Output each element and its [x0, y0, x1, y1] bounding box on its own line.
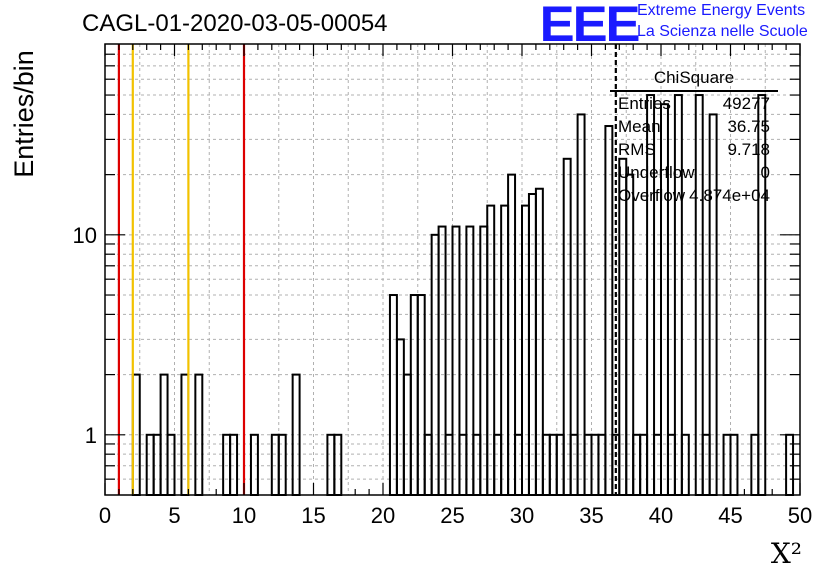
x-axis-label: X²: [771, 537, 802, 570]
stat-value: 49277: [722, 94, 770, 113]
histogram-bin: [451, 225, 461, 496]
x-tick-label: 20: [371, 503, 395, 528]
histogram-bin: [500, 204, 510, 496]
stat-label: Underflow: [618, 163, 695, 182]
org-name-line1: Extreme Energy Events: [637, 2, 806, 19]
histogram-bin: [562, 157, 572, 496]
grid: [105, 44, 800, 495]
tick-labels: 0 5 10 15 20 25 30 35 40 45 50 1 10: [73, 223, 813, 528]
histogram-bin: [576, 113, 586, 497]
stat-label: Entries: [618, 94, 671, 113]
stats-divider: [610, 90, 778, 92]
x-tick-label: 40: [649, 503, 673, 528]
histogram-bin: [437, 225, 447, 496]
stat-label: RMS: [618, 140, 656, 159]
stat-value: 9.718: [727, 140, 770, 159]
histogram-bin: [465, 225, 475, 496]
x-tick-label: 30: [510, 503, 534, 528]
stat-row-overflow: Overflow 4.874e+04: [618, 186, 770, 208]
x-tick-label: 35: [579, 503, 603, 528]
x-tick-label: 50: [788, 503, 812, 528]
histogram-bin: [416, 294, 426, 496]
stat-value: 4.874e+04: [689, 186, 770, 205]
stat-row-rms: RMS 9.718: [618, 140, 770, 162]
stat-value: 0: [760, 163, 770, 182]
histogram-bin: [479, 225, 489, 496]
histogram-bin: [430, 233, 440, 496]
x-tick-label: 0: [99, 503, 111, 528]
eee-logo: EEE: [539, 0, 641, 52]
histogram-bin: [618, 157, 628, 496]
y-tick-label: 10: [73, 223, 97, 248]
org-name-line2: La Scienza nelle Scuole: [637, 23, 808, 40]
histogram-bin: [409, 294, 419, 496]
stat-row-mean: Mean 36.75: [618, 117, 770, 139]
chart-title: CAGL-01-2020-03-05-00054: [82, 10, 388, 37]
stat-value: 36.75: [727, 117, 770, 136]
stat-row-entries: Entries 49277: [618, 94, 770, 116]
x-tick-label: 5: [168, 503, 180, 528]
stat-row-underflow: Underflow 0: [618, 163, 770, 185]
x-tick-label: 15: [301, 503, 325, 528]
stats-title: ChiSquare: [653, 68, 735, 87]
histogram-bin: [388, 294, 398, 496]
y-axis-label: Entries/bin: [9, 50, 39, 178]
histogram-bin: [625, 173, 635, 497]
histogram-bin: [507, 173, 517, 497]
stat-label: Mean: [618, 117, 661, 136]
x-tick-label: 45: [718, 503, 742, 528]
histogram-bin: [486, 204, 496, 496]
x-tick-label: 10: [232, 503, 256, 528]
reference-lines: [117, 44, 617, 495]
x-tick-label: 25: [440, 503, 464, 528]
axis-ticks: [104, 44, 801, 495]
histogram-bin: [395, 338, 405, 496]
histogram-bin: [527, 193, 537, 496]
stats-box: ChiSquare Entries 49277 Mean 36.75 RMS 9…: [610, 66, 778, 206]
stat-label: Overflow: [618, 186, 686, 205]
histogram-bin: [521, 204, 530, 496]
y-tick-label: 1: [85, 423, 97, 448]
